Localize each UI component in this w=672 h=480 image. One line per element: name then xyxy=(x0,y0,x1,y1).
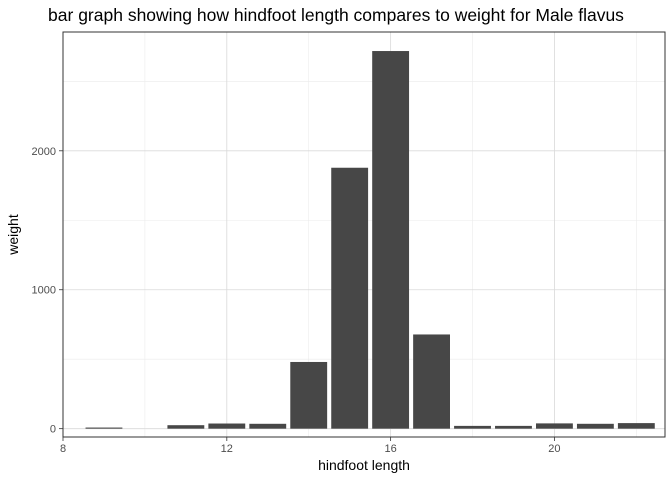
y-tick-label: 2000 xyxy=(32,146,56,158)
bar xyxy=(249,423,287,429)
bar xyxy=(576,423,614,429)
bar xyxy=(167,425,205,429)
bar xyxy=(331,167,369,429)
bar xyxy=(372,51,410,429)
y-tick-label: 0 xyxy=(50,424,56,436)
x-tick-label: 12 xyxy=(221,443,233,455)
bar xyxy=(290,361,328,429)
axes: 8 12 16 20 0 1000 2000 xyxy=(32,146,561,455)
bars xyxy=(85,51,655,429)
bar xyxy=(495,425,532,429)
x-axis-title: hindfoot length xyxy=(318,457,410,473)
panel-border xyxy=(62,31,666,438)
x-tick-label: 8 xyxy=(60,443,66,455)
bar xyxy=(85,427,123,429)
x-tick-label: 16 xyxy=(384,443,396,455)
bar xyxy=(208,423,246,429)
bar xyxy=(617,423,655,429)
y-tick-label: 1000 xyxy=(32,285,56,297)
x-tick-label: 20 xyxy=(548,443,560,455)
bar xyxy=(413,334,450,429)
bar xyxy=(536,423,573,429)
y-axis-title: weight xyxy=(5,214,21,256)
bar xyxy=(454,425,491,429)
chart-title: bar graph showing how hindfoot length co… xyxy=(48,5,624,25)
